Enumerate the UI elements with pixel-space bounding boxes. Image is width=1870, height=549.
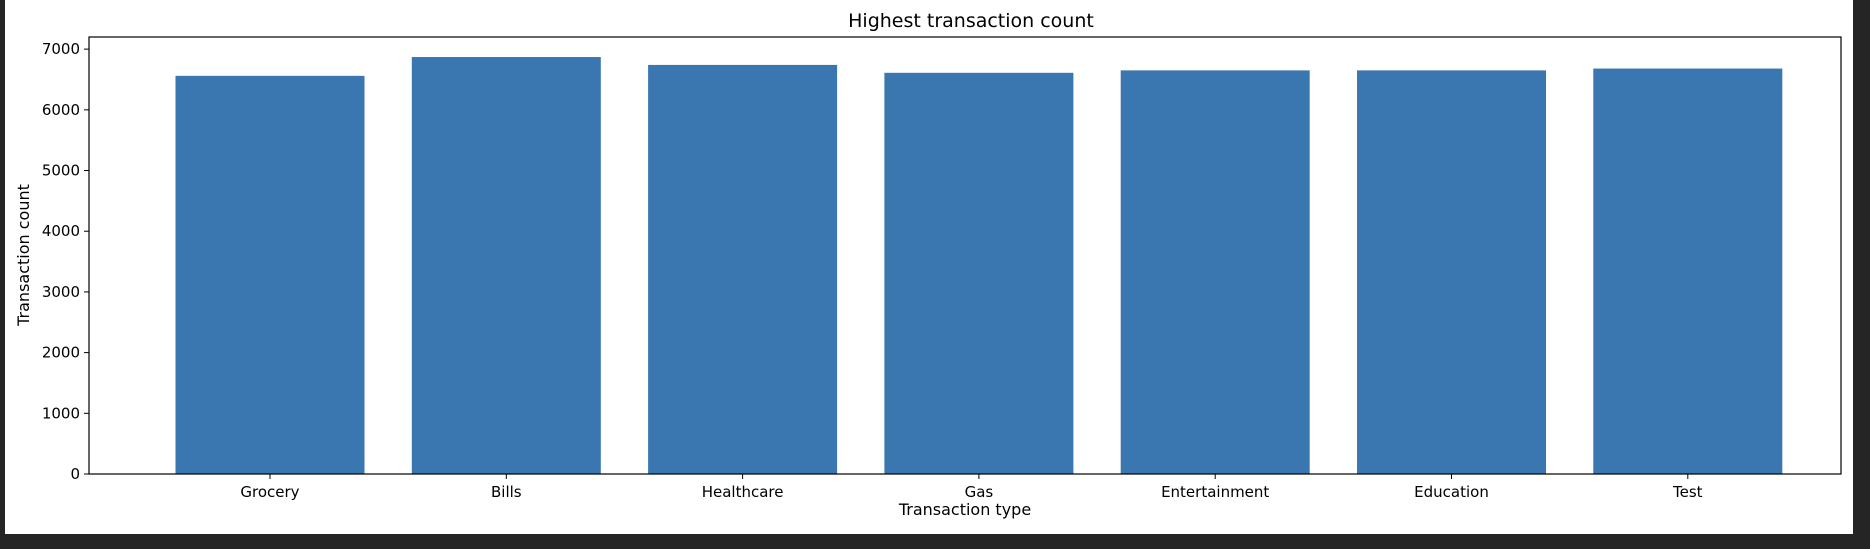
x-tick-label: Grocery — [240, 483, 299, 501]
x-tick-label: Education — [1414, 483, 1489, 501]
x-tick-label: Gas — [965, 483, 994, 501]
x-tick-label: Healthcare — [702, 483, 784, 501]
bar-chart: Highest transaction count 0 1000 2000 3000 4… — [14, 10, 1842, 519]
x-tick-label: Bills — [491, 483, 522, 501]
y-axis-label: Transaction count — [14, 184, 33, 327]
y-tick-label: 4000 — [42, 222, 80, 240]
y-tick-label: 7000 — [42, 40, 80, 58]
y-tick-label: 2000 — [42, 344, 80, 362]
y-tick-label: 6000 — [42, 101, 80, 119]
chart-figure: Highest transaction count 0 1000 2000 3000 4… — [5, 0, 1853, 534]
bar-bills — [411, 57, 601, 474]
y-tick-label: 0 — [70, 465, 80, 483]
bar-healthcare — [648, 64, 838, 475]
x-ticks-group: Grocery Bills Healthcare Gas Entertainment Ed… — [240, 474, 1703, 501]
y-tick-label: 1000 — [42, 404, 80, 422]
x-axis-label: Transaction type — [898, 500, 1031, 519]
bars-group — [175, 57, 1783, 475]
x-tick-label: Entertainment — [1161, 483, 1269, 501]
plot-area-frame — [88, 36, 1842, 475]
y-ticks-group: 0 1000 2000 3000 4000 5000 6000 7000 — [42, 40, 89, 483]
bar-grocery — [175, 75, 365, 474]
bar-entertainment — [1120, 70, 1310, 474]
bar-gas — [884, 72, 1074, 474]
bar-test — [1593, 68, 1783, 475]
y-tick-label: 3000 — [42, 283, 80, 301]
bar-education — [1357, 70, 1546, 474]
x-tick-label: Test — [1672, 483, 1703, 501]
y-tick-label: 5000 — [42, 162, 80, 180]
chart-title: Highest transaction count — [848, 10, 1094, 32]
